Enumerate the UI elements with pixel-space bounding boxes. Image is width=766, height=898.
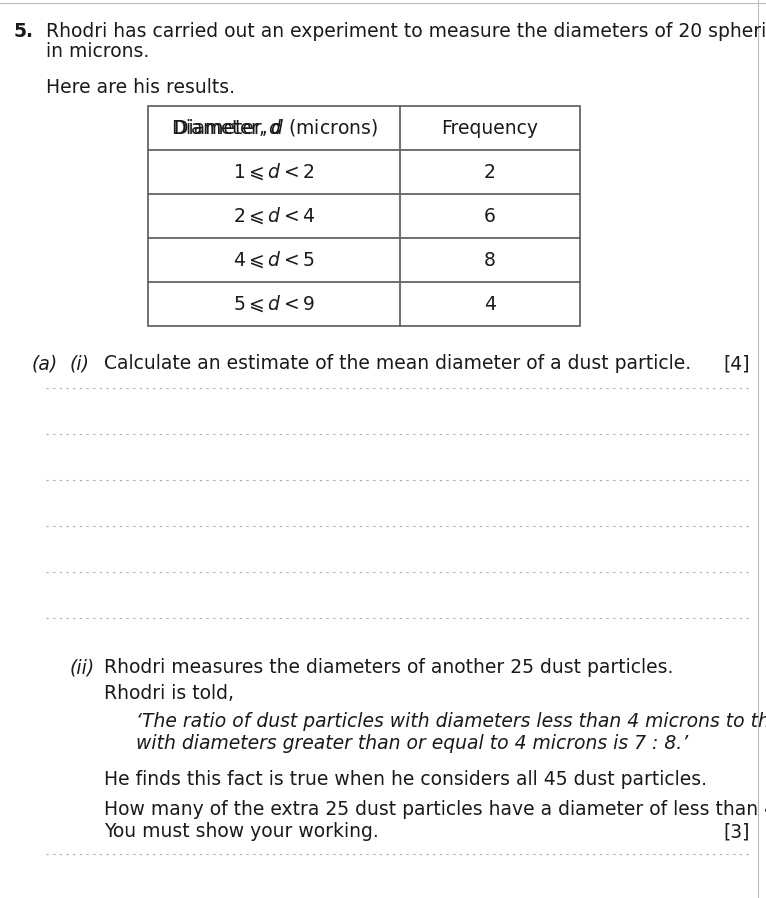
Text: $5 \leqslant d < 9$: $5 \leqslant d < 9$ [233,294,315,314]
Text: You must show your working.: You must show your working. [104,822,378,841]
Text: in microns.: in microns. [46,42,149,61]
Bar [148,106,580,326]
Text: Rhodri is told,: Rhodri is told, [104,684,234,703]
Text: $2 \leqslant d < 4$: $2 \leqslant d < 4$ [233,206,316,226]
Text: $1 \leqslant d < 2$: $1 \leqslant d < 2$ [233,162,315,182]
Text: [4]: [4] [723,354,750,373]
Text: Calculate an estimate of the mean diameter of a dust particle.: Calculate an estimate of the mean diamet… [104,354,691,373]
Text: d: d [268,119,280,137]
Text: How many of the extra 25 dust particles have a diameter of less than 4 microns?: How many of the extra 25 dust particles … [104,800,766,819]
Text: Rhodri measures the diameters of another 25 dust particles.: Rhodri measures the diameters of another… [104,658,673,677]
Text: 6: 6 [484,207,496,225]
Text: (i): (i) [70,354,90,373]
Text: 4: 4 [484,295,496,313]
Text: ‘The ratio of dust particles with diameters less than 4 microns to those: ‘The ratio of dust particles with diamet… [136,712,766,731]
Text: Here are his results.: Here are his results. [46,78,235,97]
Text: (a): (a) [32,354,58,373]
Text: with diameters greater than or equal to 4 microns is 7 : 8.’: with diameters greater than or equal to … [136,734,688,753]
Text: $4 \leqslant d < 5$: $4 \leqslant d < 5$ [233,250,315,270]
Text: 5.: 5. [14,22,34,41]
Text: Diameter, $d$ (microns): Diameter, $d$ (microns) [171,118,378,138]
Text: Diameter,: Diameter, [174,119,274,137]
Text: (ii): (ii) [70,658,95,677]
Text: 8: 8 [484,251,496,269]
Text: [3]: [3] [724,822,750,841]
Text: He finds this fact is true when he considers all 45 dust particles.: He finds this fact is true when he consi… [104,770,707,789]
Text: 2: 2 [484,163,496,181]
Text: Frequency: Frequency [441,119,538,137]
Text: Rhodri has carried out an experiment to measure the diameters of 20 spherical du: Rhodri has carried out an experiment to … [46,22,766,41]
